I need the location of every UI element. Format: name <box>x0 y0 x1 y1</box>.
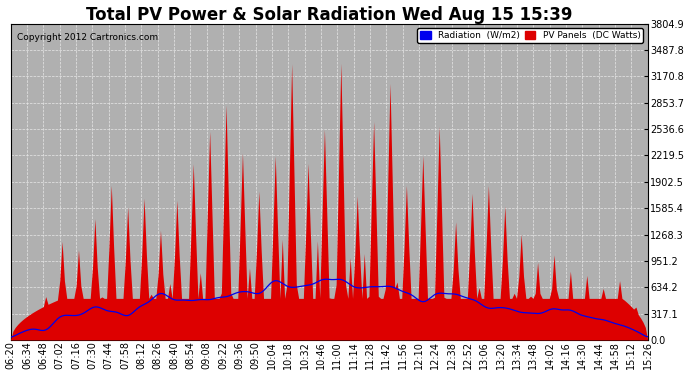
Text: Copyright 2012 Cartronics.com: Copyright 2012 Cartronics.com <box>17 33 158 42</box>
Legend: Radiation  (W/m2), PV Panels  (DC Watts): Radiation (W/m2), PV Panels (DC Watts) <box>417 28 643 43</box>
Title: Total PV Power & Solar Radiation Wed Aug 15 15:39: Total PV Power & Solar Radiation Wed Aug… <box>86 6 573 24</box>
